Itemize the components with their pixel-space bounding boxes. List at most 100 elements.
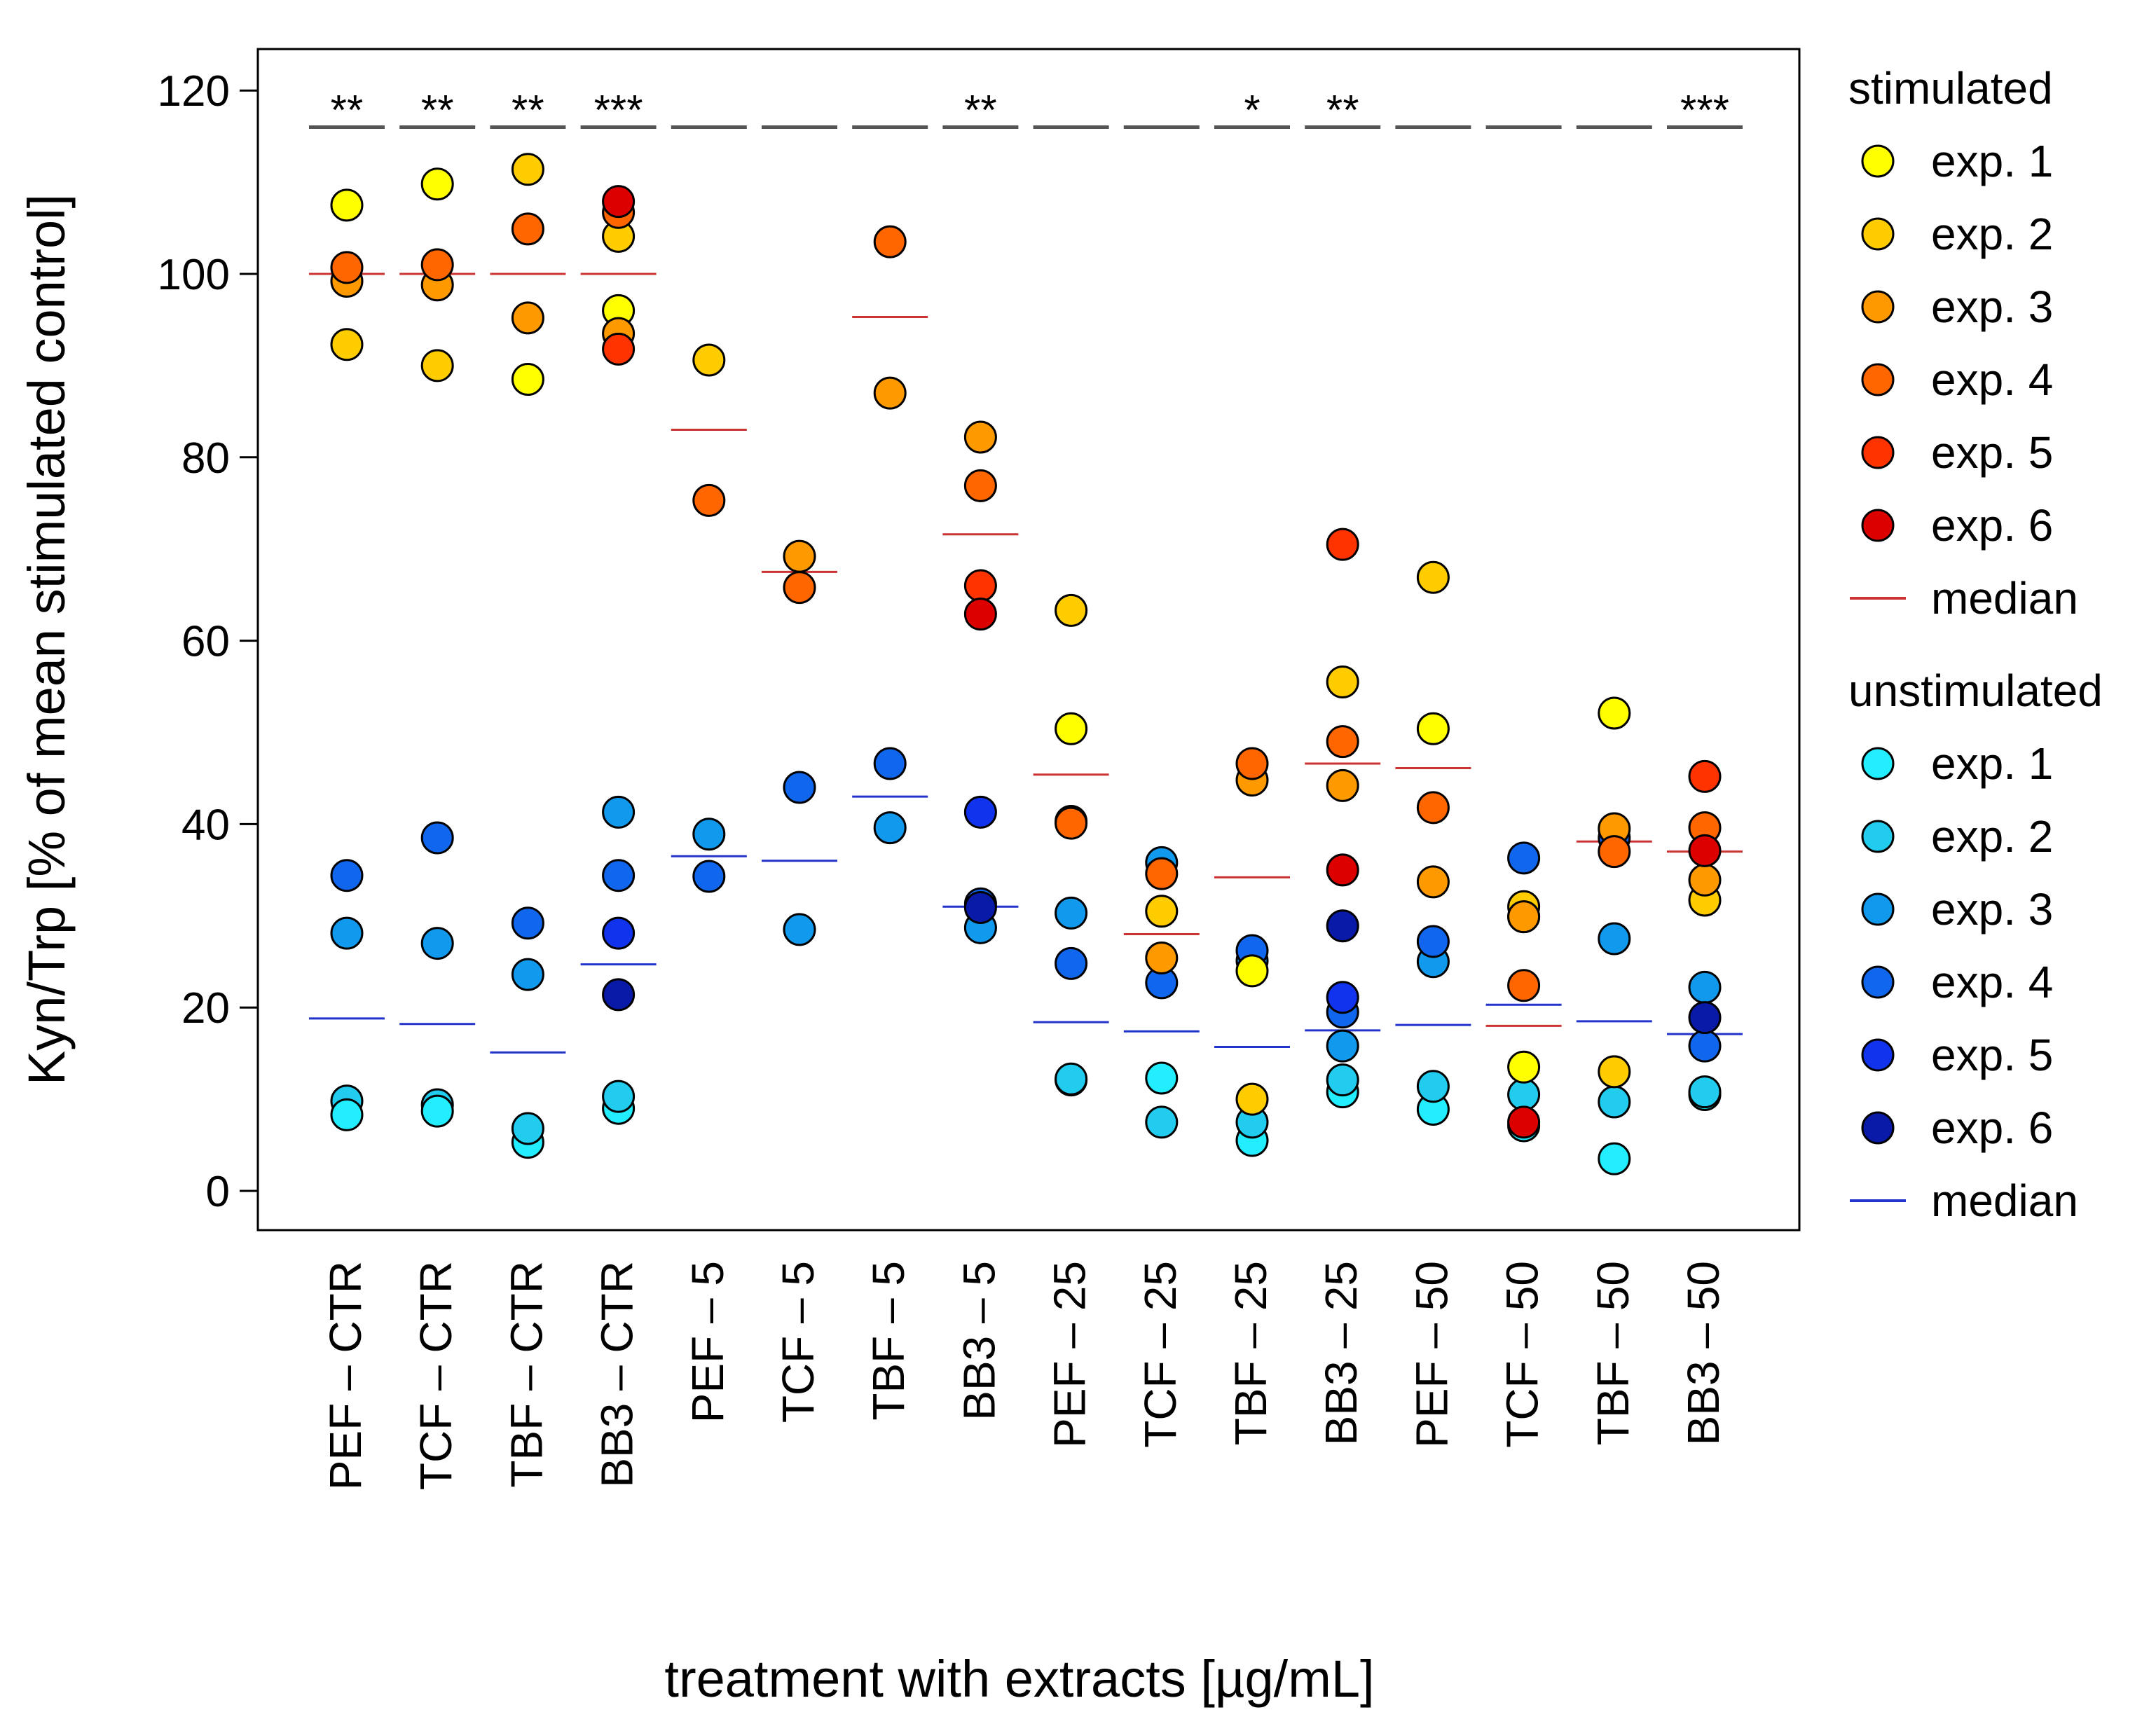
unstimulated-legend-marker [1861,1111,1895,1145]
unstimulated-point [692,860,726,893]
stimulated-point [1326,665,1359,699]
stimulated-point [1416,791,1450,825]
unstimulated-point [330,1098,364,1131]
unstimulated-point [783,913,816,946]
unstimulated-point [511,906,544,940]
stimulated-point [873,225,907,258]
unstimulated-legend-label: exp. 3 [1931,884,2053,935]
stimulated-point [1416,560,1450,594]
unstimulated-point [1688,1029,1722,1063]
stimulated-point [511,301,544,335]
stimulated-legend-marker [1861,290,1895,324]
stimulated-point [1326,853,1359,887]
x-tick-label: TCF – 50 [1497,1261,1548,1448]
unstimulated-point [1416,1070,1450,1103]
stimulated-point [1416,865,1450,899]
x-tick-label: BB3 – 5 [954,1261,1004,1421]
stimulated-point [511,363,544,396]
unstimulated-point [420,821,454,855]
x-axis-label: treatment with extracts [µg/mL] [664,1650,1374,1708]
unstimulated-point [1145,1105,1179,1139]
unstimulated-legend-title: unstimulated [1848,665,2103,716]
unstimulated-point [1055,1062,1088,1096]
x-tick-label: TCF – 25 [1135,1261,1186,1448]
stimulated-point [1688,834,1722,867]
stimulated-point [602,332,636,366]
stimulated-point [1055,712,1088,745]
y-tick-label: 20 [181,984,230,1033]
stimulated-point [963,569,997,602]
stimulated-point [330,251,364,284]
unstimulated-point [1598,1085,1631,1119]
stimulated-point [1598,835,1631,869]
x-tick-label: PEF – CTR [320,1261,371,1490]
unstimulated-point [420,927,454,960]
stimulated-legend-label: exp. 1 [1931,136,2053,186]
significance-mark: ** [511,87,544,134]
unstimulated-point [602,859,636,892]
stimulated-point [783,539,816,573]
stimulated-point [1145,857,1179,890]
x-tick-label: PEF – 50 [1406,1261,1457,1448]
x-tick-label: TBF – CTR [501,1261,551,1488]
unstimulated-point [1055,946,1088,980]
x-tick-label: TCF – 5 [773,1261,823,1423]
significance-mark: *** [594,87,643,134]
unstimulated-point [511,1112,544,1145]
x-tick-label: PEF – 25 [1045,1261,1095,1448]
unstimulated-point [602,978,636,1012]
unstimulated-point [1326,1029,1359,1063]
unstimulated-point [873,747,907,780]
legend: stimulated exp. 1 exp. 2 exp. 3 exp. 4 exp. 5… [1848,63,2103,1226]
unstimulated-point [1055,896,1088,930]
stimulated-point [1055,593,1088,627]
unstimulated-legend-label: exp. 5 [1931,1030,2053,1080]
unstimulated-point [1326,981,1359,1014]
stimulated-point [420,248,454,282]
x-tick-label: BB3 – 50 [1678,1261,1729,1445]
stimulated-point [1326,527,1359,561]
stimulated-point [1507,900,1541,934]
unstimulated-point [1688,1001,1722,1035]
stimulated-legend-marker [1861,509,1895,542]
x-tick-label: TBF – 50 [1588,1261,1638,1445]
stimulated-point [1507,1105,1541,1139]
stimulated-legend-marker [1861,144,1895,178]
stimulated-point [963,420,997,454]
stimulated-point [1507,969,1541,1002]
stimulated-legend-label: exp. 3 [1931,282,2053,332]
significance-mark: *** [1680,87,1729,134]
unstimulated-point [1598,1142,1631,1175]
significance-mark: ** [1326,87,1359,134]
stimulated-point [1598,696,1631,730]
stimulated-point [1507,1050,1541,1084]
unstimulated-point [1416,925,1450,958]
stimulated-point [783,571,816,605]
unstimulated-point [1507,841,1541,875]
stimulated-legend-label: exp. 5 [1931,427,2053,478]
significance-mark: ** [964,87,997,134]
unstimulated-legend-marker [1861,965,1895,999]
x-tick-label: BB3 – CTR [592,1261,643,1488]
x-tick-label: TCF – CTR [411,1261,461,1490]
unstimulated-legend-marker [1861,747,1895,780]
unstimulated-point [1688,970,1722,1004]
unstimulated-legend-label: exp. 6 [1931,1103,2053,1153]
unstimulated-point [511,958,544,991]
unstimulated-point [1326,909,1359,943]
stimulated-point [692,343,726,377]
y-tick-label: 0 [206,1168,230,1216]
stimulated-legend-median-label: median [1931,573,2078,623]
stimulated-point [963,469,997,502]
unstimulated-legend-marker [1861,892,1895,926]
stimulated-point [511,212,544,246]
stimulated-legend-title: stimulated [1848,63,2053,113]
stimulated-point [1598,1055,1631,1089]
unstimulated-point [420,1094,454,1128]
unstimulated-point [963,891,997,925]
data-points [330,153,1722,1175]
y-tick-label: 120 [158,67,230,116]
stimulated-point [1416,712,1450,745]
significance-mark: * [1244,87,1260,134]
